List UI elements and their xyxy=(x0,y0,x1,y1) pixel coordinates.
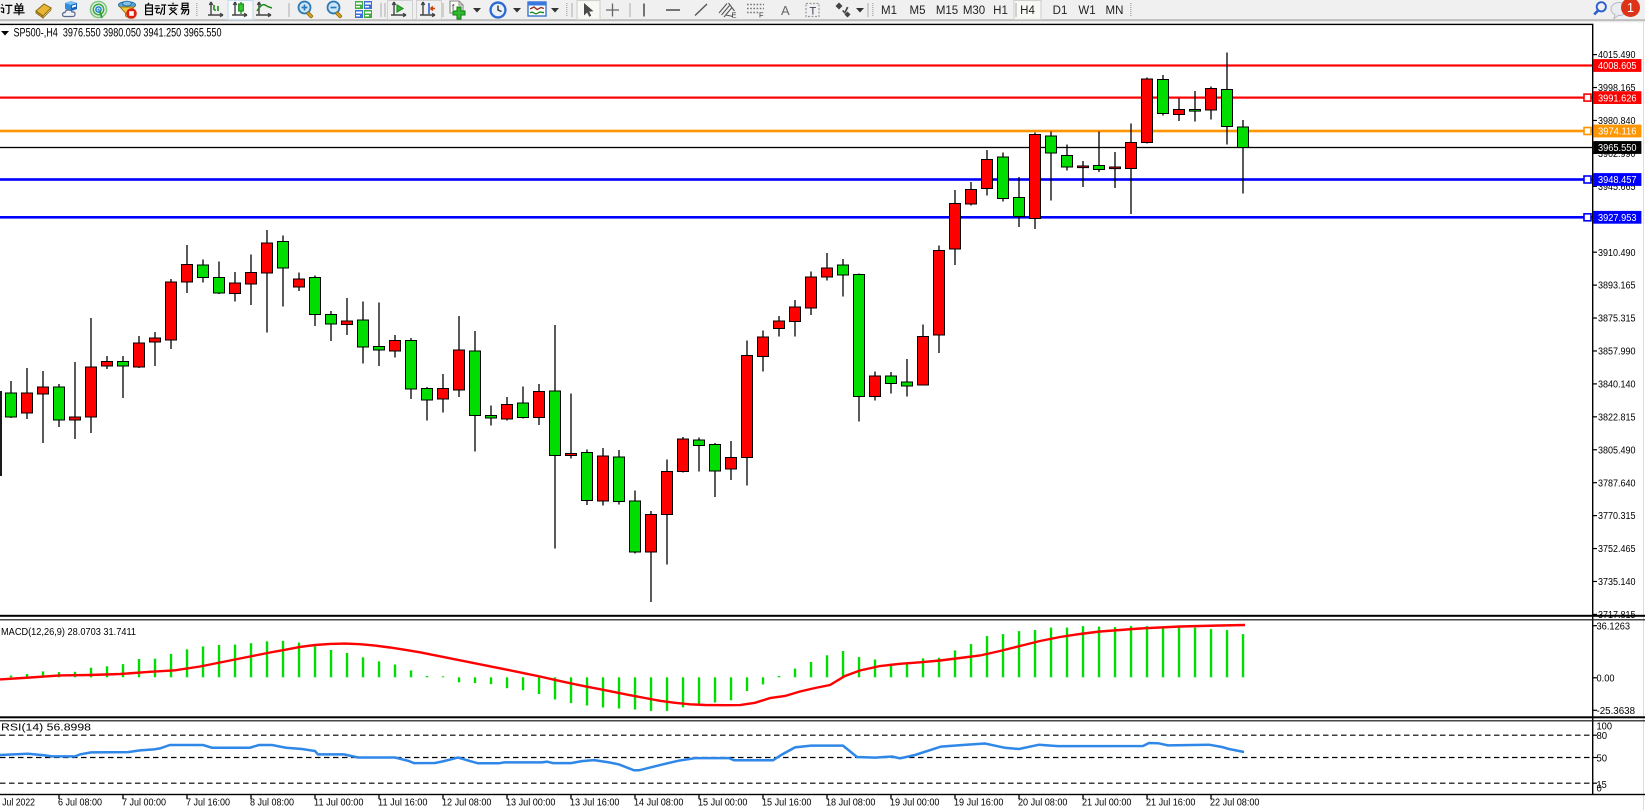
svg-text:3752.465: 3752.465 xyxy=(1598,544,1636,555)
svg-text:11 Jul 00:00: 11 Jul 00:00 xyxy=(314,798,364,809)
svg-text:T: T xyxy=(810,6,817,18)
svg-text:21 Jul 16:00: 21 Jul 16:00 xyxy=(1146,798,1196,809)
svg-text:3910.490: 3910.490 xyxy=(1598,248,1636,259)
svg-text:3875.315: 3875.315 xyxy=(1598,314,1636,325)
svg-text:15 Jul 00:00: 15 Jul 00:00 xyxy=(698,798,748,809)
svg-text:M1: M1 xyxy=(881,5,897,17)
svg-text:4008.605: 4008.605 xyxy=(1598,61,1637,72)
svg-text:H4: H4 xyxy=(1020,5,1035,17)
svg-text:3805.490: 3805.490 xyxy=(1598,445,1636,456)
svg-text:3962.990: 3962.990 xyxy=(1598,149,1636,160)
svg-text:15 Jul 16:00: 15 Jul 16:00 xyxy=(762,798,812,809)
svg-text:22 Jul 08:00: 22 Jul 08:00 xyxy=(1210,798,1260,809)
svg-text:18 Jul 08:00: 18 Jul 08:00 xyxy=(826,798,876,809)
svg-text:0: 0 xyxy=(1597,784,1603,795)
svg-text:3840.140: 3840.140 xyxy=(1598,380,1636,391)
svg-text:M15: M15 xyxy=(936,5,958,17)
svg-text:F: F xyxy=(759,11,764,20)
svg-text:3857.990: 3857.990 xyxy=(1598,347,1636,358)
svg-text:7 Jul 16:00: 7 Jul 16:00 xyxy=(186,798,230,809)
svg-text:1: 1 xyxy=(1627,0,1634,15)
svg-text:20 Jul 08:00: 20 Jul 08:00 xyxy=(1018,798,1068,809)
svg-text:15: 15 xyxy=(1597,780,1608,791)
svg-text:0.00: 0.00 xyxy=(1597,673,1615,684)
svg-text:RSI(14) 56.8998: RSI(14) 56.8998 xyxy=(1,723,92,734)
svg-text:3893.165: 3893.165 xyxy=(1598,281,1636,292)
svg-text:3945.665: 3945.665 xyxy=(1598,182,1636,193)
svg-text:8 Jul 08:00: 8 Jul 08:00 xyxy=(250,798,294,809)
svg-text:4015.490: 4015.490 xyxy=(1598,50,1636,61)
svg-text:SP500-,H4 3976.550 3980.050 3: SP500-,H4 3976.550 3980.050 3941.250 396… xyxy=(14,28,222,40)
svg-text:W1: W1 xyxy=(1078,5,1095,17)
svg-text:A: A xyxy=(781,3,790,18)
svg-text:E: E xyxy=(732,11,737,20)
svg-text:3770.315: 3770.315 xyxy=(1598,511,1636,522)
svg-text:3948.457: 3948.457 xyxy=(1598,175,1637,186)
svg-text:11 Jul 16:00: 11 Jul 16:00 xyxy=(378,798,428,809)
svg-text:3787.640: 3787.640 xyxy=(1598,478,1636,489)
svg-text:f: f xyxy=(452,3,455,12)
svg-text:6 Jul 08:00: 6 Jul 08:00 xyxy=(58,798,102,809)
svg-text:13 Jul 00:00: 13 Jul 00:00 xyxy=(506,798,556,809)
svg-text:7 Jul 00:00: 7 Jul 00:00 xyxy=(122,798,166,809)
svg-text:D1: D1 xyxy=(1053,5,1068,17)
svg-text:3717.815: 3717.815 xyxy=(1598,610,1636,621)
svg-text:3974.116: 3974.116 xyxy=(1598,127,1637,138)
svg-text:5 Jul 2022: 5 Jul 2022 xyxy=(0,798,35,809)
svg-text:19 Jul 00:00: 19 Jul 00:00 xyxy=(890,798,940,809)
svg-text:80: 80 xyxy=(1597,731,1608,742)
svg-text:M30: M30 xyxy=(963,5,985,17)
svg-text:100: 100 xyxy=(1597,721,1613,732)
svg-text:36.1263: 36.1263 xyxy=(1597,621,1631,632)
svg-text:H1: H1 xyxy=(993,5,1008,17)
svg-text:3991.626: 3991.626 xyxy=(1598,93,1637,104)
svg-text:-25.3638: -25.3638 xyxy=(1597,706,1636,717)
svg-text:12 Jul 08:00: 12 Jul 08:00 xyxy=(442,798,492,809)
svg-text:50: 50 xyxy=(1597,753,1608,764)
svg-text:21 Jul 00:00: 21 Jul 00:00 xyxy=(1082,798,1132,809)
svg-text:MN: MN xyxy=(1106,5,1124,17)
svg-text:3980.840: 3980.840 xyxy=(1598,116,1636,127)
svg-text:3735.140: 3735.140 xyxy=(1598,577,1636,588)
svg-text:MACD(12,26,9) 28.0703 31.7411: MACD(12,26,9) 28.0703 31.7411 xyxy=(1,627,136,638)
svg-text:19 Jul 16:00: 19 Jul 16:00 xyxy=(954,798,1004,809)
svg-text:3998.165: 3998.165 xyxy=(1598,83,1636,94)
svg-text:3965.550: 3965.550 xyxy=(1598,143,1637,154)
svg-text:3822.815: 3822.815 xyxy=(1598,412,1636,423)
svg-text:3927.953: 3927.953 xyxy=(1598,213,1637,224)
svg-text:13 Jul 16:00: 13 Jul 16:00 xyxy=(570,798,620,809)
svg-text:M5: M5 xyxy=(910,5,926,17)
svg-text:14 Jul 08:00: 14 Jul 08:00 xyxy=(634,798,684,809)
